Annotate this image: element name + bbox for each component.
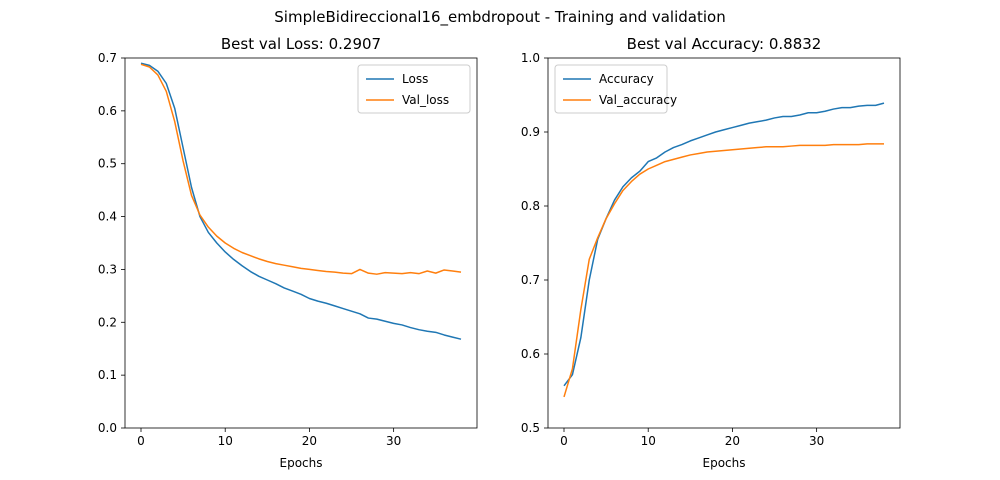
x-axis-label: Epochs	[703, 456, 746, 470]
x-tick-label: 30	[809, 434, 824, 448]
legend-box	[554, 64, 668, 114]
y-tick-label: 0.1	[98, 368, 117, 382]
accuracy-chart: Best val Accuracy: 0.8832 0 10 20 30 0.5 0.6 0.…	[521, 35, 901, 470]
legend-label: Val_loss	[402, 93, 449, 107]
x-tick-label: 10	[641, 434, 656, 448]
y-tick-label: 0.4	[98, 210, 117, 224]
legend-label: Loss	[402, 72, 428, 86]
legend: Loss Val_loss	[357, 64, 471, 114]
y-tick-label: 0.0	[98, 421, 117, 435]
y-tick-label: 0.2	[98, 315, 117, 329]
axes-frame	[124, 57, 478, 429]
chart-title: Best val Accuracy: 0.8832	[627, 35, 822, 53]
y-tick-label: 1.0	[521, 51, 540, 65]
legend-box	[357, 64, 471, 114]
y-tick-label: 0.3	[98, 262, 117, 276]
x-tick-label: 20	[302, 434, 317, 448]
y-tick-label: 0.7	[98, 51, 117, 65]
series-line-accuracy	[563, 102, 885, 387]
x-tick-label: 30	[386, 434, 401, 448]
y-tick-label: 0.6	[98, 104, 117, 118]
x-tick-label: 0	[137, 434, 145, 448]
legend: Accuracy Val_accuracy	[554, 64, 677, 114]
legend-label: Accuracy	[599, 72, 654, 86]
axes-frame	[547, 57, 901, 429]
legend-label: Val_accuracy	[599, 93, 677, 107]
y-tick-label: 0.6	[521, 347, 540, 361]
x-tick-label: 20	[725, 434, 740, 448]
x-tick-label: 0	[560, 434, 568, 448]
y-tick-label: 0.5	[98, 157, 117, 171]
series-line-val-accuracy	[563, 143, 884, 398]
series-line-val-loss	[140, 63, 462, 275]
y-tick-label: 0.8	[521, 199, 540, 213]
x-tick-label: 10	[218, 434, 233, 448]
y-tick-label: 0.9	[521, 125, 540, 139]
x-axis-label: Epochs	[280, 456, 323, 470]
series-line-loss	[140, 62, 462, 340]
figure-suptitle: SimpleBidireccional16_embdropout - Train…	[274, 8, 725, 27]
y-tick-label: 0.7	[521, 273, 540, 287]
chart-title: Best val Loss: 0.2907	[221, 35, 381, 53]
loss-chart: Best val Loss: 0.2907 0 10 20 30 0.0 0.1 0.2 0.3…	[98, 35, 478, 470]
y-tick-label: 0.5	[521, 421, 540, 435]
